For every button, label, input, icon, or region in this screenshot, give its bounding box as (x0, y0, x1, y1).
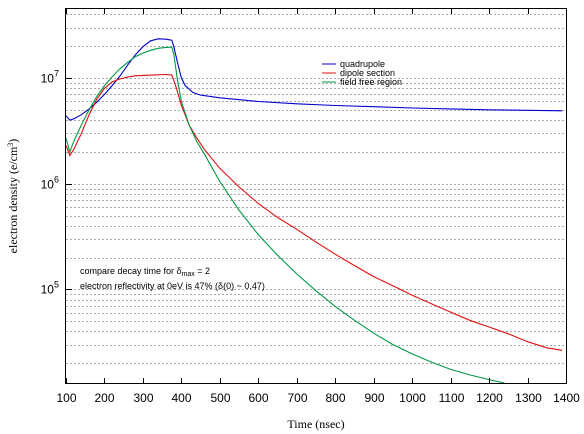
legend-label: field free region (340, 77, 402, 87)
annotation-text: electron reflectivity at 0eV is 47% (δ(0… (80, 281, 265, 291)
series-line-quadrupole (66, 38, 563, 121)
y-tick-label: 105 (41, 280, 59, 297)
x-tick-label: 1200 (476, 391, 503, 405)
x-tick-label: 1000 (399, 391, 426, 405)
annotation-text: compare decay time for δmax = 2 (80, 266, 210, 278)
x-tick-label: 800 (325, 391, 345, 405)
y-tick-label: 106 (41, 175, 59, 192)
x-tick-label: 900 (364, 391, 384, 405)
x-tick-label: 1100 (439, 391, 465, 405)
x-tick-label: 200 (94, 391, 114, 405)
x-axis-title: Time (nsec) (287, 417, 344, 431)
x-tick-label: 300 (133, 391, 153, 405)
legend-label: quadrupole (340, 59, 385, 69)
series-line-field-free-region (66, 46, 505, 383)
y-tick-label: 107 (41, 69, 59, 86)
x-tick-label: 100 (56, 391, 76, 405)
y-axis-title: electron density (e/cm3) (6, 139, 20, 254)
grid-lines (66, 14, 566, 364)
y-axis-ticks: 105 106 107 (41, 69, 72, 297)
series-layer (66, 38, 563, 383)
plot-frame (65, 8, 567, 384)
x-tick-label: 1400 (553, 391, 580, 405)
annotations: compare decay time for δmax = 2 electron … (80, 266, 265, 291)
x-tick-label: 700 (287, 391, 307, 405)
x-tick-label: 400 (171, 391, 191, 405)
x-tick-label: 500 (210, 391, 230, 405)
x-tick-label: 1300 (515, 391, 542, 405)
x-tick-label: 600 (248, 391, 268, 405)
series-line-dipole-section (66, 73, 563, 351)
legend-label: dipole section (340, 68, 395, 78)
x-axis-ticks: 100 200 300 400 500 600 700 800 900 1000 1100 1200 1… (56, 9, 580, 405)
